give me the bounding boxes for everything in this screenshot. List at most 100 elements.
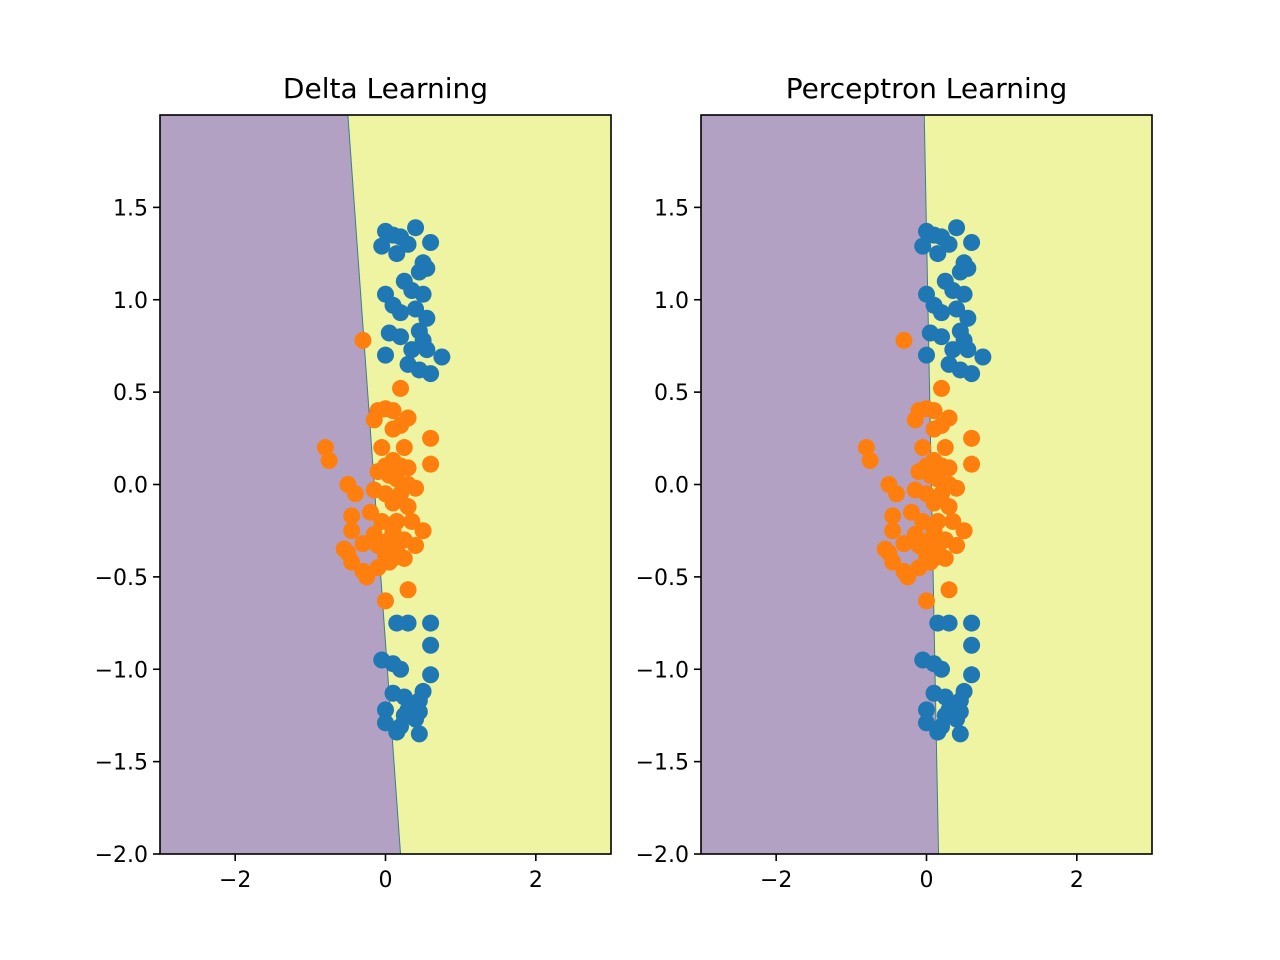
scatter-point-class_b xyxy=(906,411,924,429)
scatter-point-class_b xyxy=(899,568,917,586)
scatter-point-class_b xyxy=(918,592,935,610)
scatter-point-class_a xyxy=(395,688,413,706)
scatter-point-class_a xyxy=(373,237,391,255)
scatter-point-class_a xyxy=(399,614,417,632)
plot-area xyxy=(160,115,611,854)
scatter-point-class_b xyxy=(335,540,353,558)
scatter-point-class_b xyxy=(895,535,913,553)
subplot-title: Delta Learning xyxy=(283,72,488,105)
scatter-point-class_a xyxy=(959,341,977,359)
scatter-point-class_b xyxy=(887,485,905,503)
scatter-point-class_a xyxy=(963,636,981,654)
scatter-point-class_a xyxy=(963,233,981,251)
x-tick-label: 2 xyxy=(1070,868,1084,893)
scatter-point-class_a xyxy=(940,235,958,253)
y-tick-label: 0.5 xyxy=(654,381,689,406)
scatter-point-class_a xyxy=(399,235,417,253)
scatter-point-class_b xyxy=(377,592,394,610)
scatter-point-class_b xyxy=(316,439,334,457)
scatter-point-class_a xyxy=(933,304,951,322)
scatter-point-class_b xyxy=(361,503,379,521)
scatter-point-class_b xyxy=(399,459,417,477)
scatter-point-class_b xyxy=(933,379,951,397)
y-tick-label: −1.0 xyxy=(95,658,148,683)
scatter-point-class_b xyxy=(354,331,372,349)
scatter-point-class_a xyxy=(392,718,410,736)
scatter-point-class_a xyxy=(963,365,981,383)
series-class_b xyxy=(316,331,440,610)
scatter-point-class_b xyxy=(422,429,440,447)
scatter-point-class_b xyxy=(399,581,417,599)
scatter-point-class_a xyxy=(377,701,394,719)
scatter-point-class_a xyxy=(388,245,406,263)
scatter-point-class_a xyxy=(918,714,935,732)
scatter-point-class_b xyxy=(320,451,338,469)
scatter-point-class_b xyxy=(346,485,364,503)
scatter-point-class_b xyxy=(963,429,981,447)
scatter-point-class_a xyxy=(377,346,394,364)
scatter-point-class_b xyxy=(925,549,943,567)
scatter-point-class_a xyxy=(407,300,425,318)
scatter-point-class_a xyxy=(422,365,440,383)
scatter-point-class_b xyxy=(914,512,932,530)
scatter-point-class_b xyxy=(384,494,402,512)
scatter-point-class_a xyxy=(959,309,977,327)
scatter-point-class_a xyxy=(963,666,981,684)
scatter-point-class_a xyxy=(377,714,394,732)
scatter-point-class_a xyxy=(433,348,451,366)
scatter-point-class_b xyxy=(884,507,902,525)
scatter-point-class_a xyxy=(918,346,935,364)
scatter-point-class_b xyxy=(925,494,943,512)
scatter-point-class_a xyxy=(959,259,977,277)
scatter-point-class_b xyxy=(902,503,920,521)
y-tick-label: −1.5 xyxy=(636,751,689,776)
scatter-point-class_b xyxy=(392,416,410,434)
scatter-point-class_b xyxy=(948,536,966,554)
scatter-point-class_a xyxy=(392,304,410,322)
scatter-point-class_a xyxy=(392,328,410,346)
y-tick-label: 0.0 xyxy=(113,474,148,499)
y-tick-label: 1.0 xyxy=(113,289,148,314)
scatter-point-class_a xyxy=(422,666,440,684)
y-tick-label: −2.0 xyxy=(95,843,148,868)
scatter-point-class_b xyxy=(358,568,376,586)
scatter-point-class_b xyxy=(354,535,372,553)
scatter-point-class_b xyxy=(365,411,383,429)
y-tick-label: 1.5 xyxy=(654,196,689,221)
scatter-point-class_b xyxy=(940,498,958,516)
scatter-point-class_a xyxy=(392,660,410,678)
scatter-point-class_b xyxy=(940,459,958,477)
scatter-point-class_b xyxy=(884,553,902,571)
decision-region-right xyxy=(347,115,611,854)
scatter-point-class_a xyxy=(940,614,958,632)
scatter-point-class_b xyxy=(933,416,951,434)
series-class_b xyxy=(857,331,981,610)
x-tick-label: 0 xyxy=(920,868,934,893)
series-class_a xyxy=(914,219,992,743)
scatter-point-class_a xyxy=(951,725,969,743)
scatter-point-class_a xyxy=(933,718,951,736)
scatter-point-class_a xyxy=(929,245,947,263)
scatter-point-class_b xyxy=(403,512,421,530)
scatter-point-class_b xyxy=(392,379,410,397)
x-tick-label: −2 xyxy=(219,868,251,893)
plot-area xyxy=(701,115,1152,854)
scatter-point-class_a xyxy=(414,285,432,303)
scatter-point-class_a xyxy=(948,300,966,318)
scatter-point-class_a xyxy=(407,219,425,237)
scatter-point-class_b xyxy=(343,507,361,525)
scatter-point-class_a xyxy=(403,341,421,359)
x-tick-label: 0 xyxy=(379,868,393,893)
y-tick-label: 0.0 xyxy=(654,474,689,499)
scatter-point-class_a xyxy=(948,219,966,237)
x-tick-label: 2 xyxy=(529,868,543,893)
scatter-point-class_b xyxy=(407,479,425,497)
y-tick-label: −1.5 xyxy=(95,751,148,776)
scatter-point-class_a xyxy=(418,259,436,277)
decision-region-left xyxy=(701,115,939,854)
y-tick-label: −0.5 xyxy=(636,566,689,591)
scatter-point-class_b xyxy=(857,439,875,457)
scatter-point-class_b xyxy=(925,402,943,420)
scatter-point-class_a xyxy=(410,725,428,743)
